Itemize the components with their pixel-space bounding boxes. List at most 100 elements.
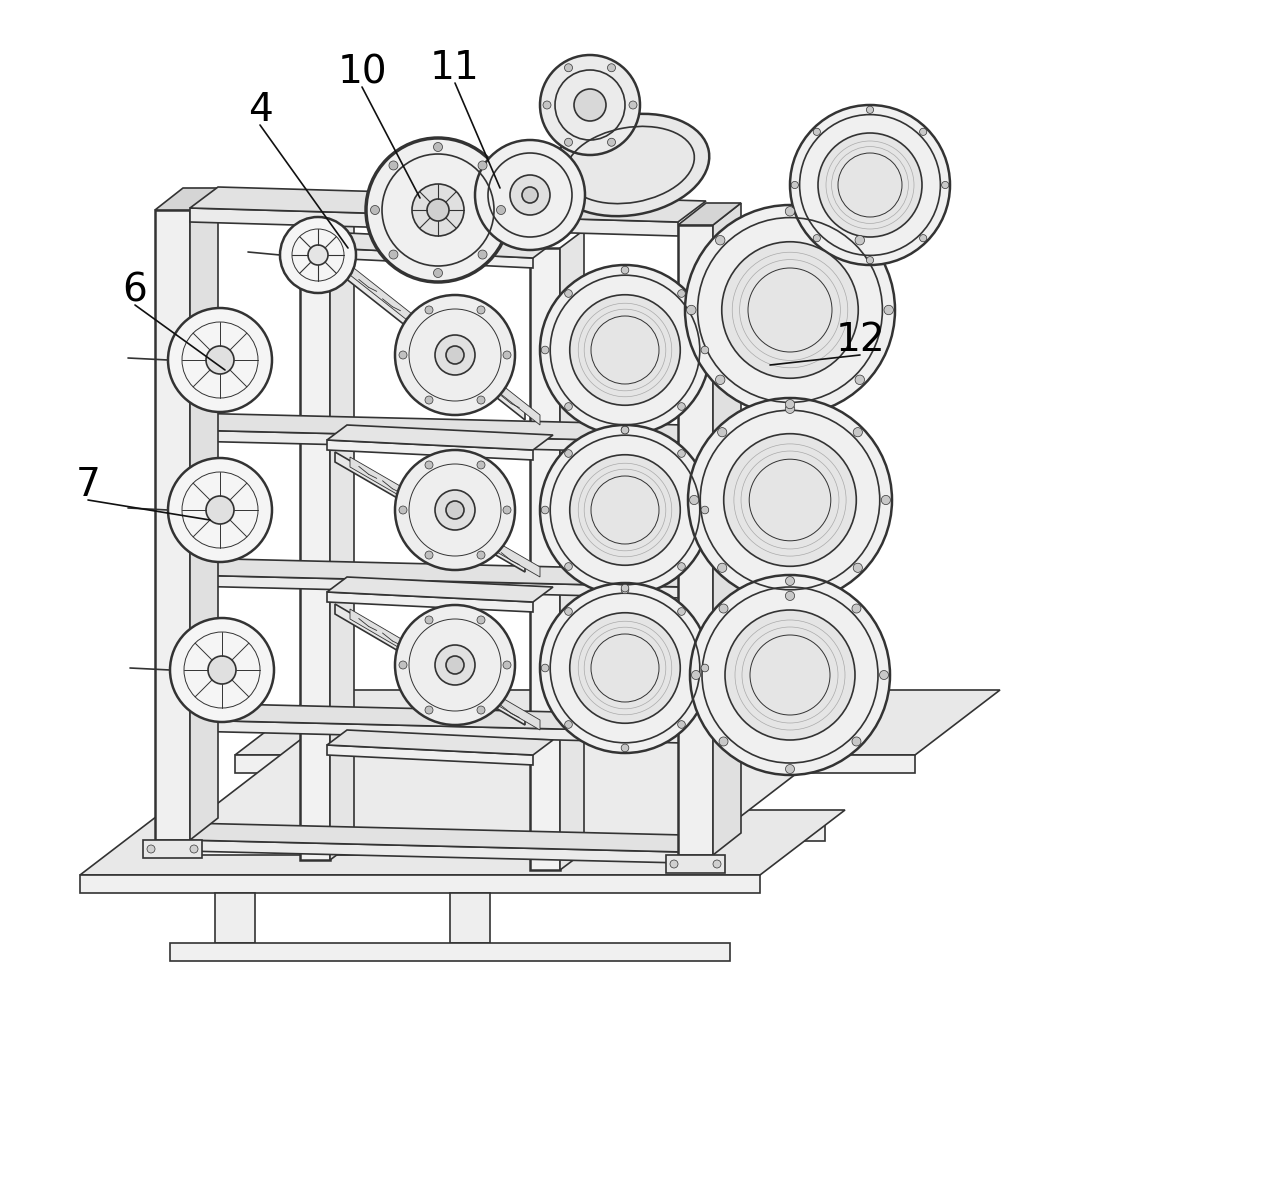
Circle shape <box>813 234 820 242</box>
Polygon shape <box>155 188 217 210</box>
Circle shape <box>190 845 198 853</box>
Circle shape <box>367 138 509 282</box>
Circle shape <box>399 661 407 670</box>
Polygon shape <box>350 264 540 426</box>
Circle shape <box>866 256 873 263</box>
Circle shape <box>427 200 449 221</box>
Circle shape <box>621 587 628 594</box>
Polygon shape <box>235 755 915 773</box>
Circle shape <box>686 305 696 315</box>
Circle shape <box>446 656 464 674</box>
Circle shape <box>389 250 398 260</box>
Circle shape <box>785 591 795 601</box>
Polygon shape <box>335 260 525 419</box>
Circle shape <box>399 351 407 359</box>
Circle shape <box>565 563 573 570</box>
Circle shape <box>685 206 895 415</box>
Circle shape <box>702 506 709 513</box>
Circle shape <box>718 564 727 572</box>
Circle shape <box>884 305 894 315</box>
Circle shape <box>565 64 573 72</box>
Circle shape <box>854 236 865 245</box>
Polygon shape <box>327 593 533 612</box>
Circle shape <box>790 105 951 264</box>
Circle shape <box>565 450 573 457</box>
Circle shape <box>435 335 475 375</box>
Polygon shape <box>185 413 705 442</box>
Circle shape <box>881 495 890 505</box>
Circle shape <box>425 551 434 559</box>
Polygon shape <box>327 426 554 450</box>
Circle shape <box>942 182 949 189</box>
Circle shape <box>785 207 795 216</box>
Circle shape <box>475 139 585 250</box>
Circle shape <box>446 346 464 364</box>
Circle shape <box>785 399 795 409</box>
Polygon shape <box>190 188 707 222</box>
Polygon shape <box>215 893 255 944</box>
Polygon shape <box>327 440 533 460</box>
Circle shape <box>540 583 710 752</box>
Polygon shape <box>678 203 741 225</box>
Circle shape <box>478 250 487 260</box>
Polygon shape <box>335 603 525 725</box>
Polygon shape <box>185 559 705 587</box>
Polygon shape <box>327 248 533 268</box>
Circle shape <box>678 290 685 297</box>
Text: 6: 6 <box>123 270 148 309</box>
Polygon shape <box>713 203 741 855</box>
Circle shape <box>540 426 710 595</box>
Circle shape <box>477 615 485 624</box>
Polygon shape <box>327 233 554 258</box>
Polygon shape <box>143 840 202 858</box>
Circle shape <box>168 458 272 563</box>
Circle shape <box>574 89 605 121</box>
Polygon shape <box>300 236 330 859</box>
Circle shape <box>715 375 726 385</box>
Circle shape <box>169 618 274 722</box>
Circle shape <box>425 307 434 314</box>
Circle shape <box>722 242 858 379</box>
Polygon shape <box>350 457 540 577</box>
Circle shape <box>477 395 485 404</box>
Circle shape <box>852 605 861 613</box>
Polygon shape <box>80 810 846 875</box>
Circle shape <box>206 496 234 524</box>
Circle shape <box>570 613 680 724</box>
Text: 7: 7 <box>76 466 100 504</box>
Circle shape <box>544 101 551 109</box>
Circle shape <box>678 721 685 728</box>
Circle shape <box>608 64 616 72</box>
Polygon shape <box>678 225 713 855</box>
Polygon shape <box>327 730 554 755</box>
Circle shape <box>435 645 475 685</box>
Circle shape <box>565 290 573 297</box>
Polygon shape <box>169 944 731 962</box>
Circle shape <box>678 608 685 615</box>
Circle shape <box>688 398 892 602</box>
Circle shape <box>394 294 514 415</box>
Circle shape <box>478 161 487 169</box>
Circle shape <box>281 218 356 293</box>
Circle shape <box>785 764 795 774</box>
Circle shape <box>541 506 549 513</box>
Circle shape <box>713 859 720 868</box>
Circle shape <box>168 308 272 412</box>
Text: 10: 10 <box>337 53 387 91</box>
Circle shape <box>540 55 640 155</box>
Circle shape <box>702 665 709 672</box>
Circle shape <box>503 661 511 670</box>
Polygon shape <box>185 575 683 599</box>
Polygon shape <box>155 210 190 840</box>
Circle shape <box>719 605 728 613</box>
Circle shape <box>866 106 873 113</box>
Circle shape <box>853 564 862 572</box>
Circle shape <box>691 671 700 679</box>
Circle shape <box>678 563 685 570</box>
Polygon shape <box>350 609 540 730</box>
Circle shape <box>565 403 573 410</box>
Polygon shape <box>190 208 678 236</box>
Circle shape <box>678 450 685 457</box>
Circle shape <box>503 506 511 514</box>
Circle shape <box>715 236 726 245</box>
